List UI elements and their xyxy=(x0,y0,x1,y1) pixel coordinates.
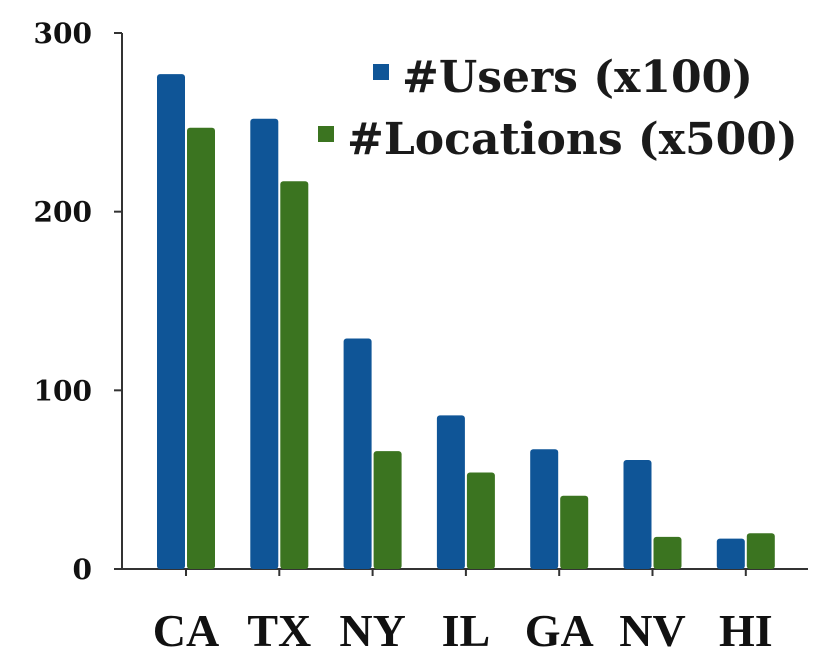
bar-locations-nv xyxy=(653,536,682,569)
bar-users-tx xyxy=(250,118,279,569)
bar-users-nv xyxy=(623,460,652,569)
bars xyxy=(157,74,775,570)
bar-users-ca xyxy=(157,74,185,570)
bar-locations-hi xyxy=(746,533,775,569)
legend-label: #Locations (x500) xyxy=(347,114,798,165)
x-tick-label: TX xyxy=(247,605,311,656)
y-tick-label: 200 xyxy=(34,196,92,229)
bar-users-hi xyxy=(716,538,745,569)
bar-users-ny xyxy=(343,338,372,569)
bar-locations-il xyxy=(466,472,495,569)
y-tick-label: 100 xyxy=(34,374,92,407)
bar-locations-ny xyxy=(373,451,402,569)
y-tick-label: 300 xyxy=(34,17,92,50)
legend-swatch xyxy=(318,126,334,142)
bar-users-il xyxy=(436,415,465,569)
y-tick-label: 0 xyxy=(73,553,92,586)
bar-locations-ga xyxy=(560,495,589,569)
axes: 0 100 200 300 xyxy=(34,17,808,586)
legend: #Users (x100) #Locations (x500) xyxy=(318,52,798,165)
x-tick-label: IL xyxy=(442,605,491,656)
x-tick-label: NV xyxy=(619,605,685,656)
x-tick-label: NY xyxy=(339,605,405,656)
x-tick-label: CA xyxy=(153,605,219,656)
bar-locations-ca xyxy=(187,127,215,570)
bar-users-ga xyxy=(530,449,559,569)
x-axis-labels: CA TX NY IL GA NV HI xyxy=(153,605,773,656)
legend-label: #Users (x100) xyxy=(402,52,753,103)
legend-swatch xyxy=(373,64,389,80)
x-tick-label: HI xyxy=(719,605,773,656)
bar-locations-tx xyxy=(280,181,309,569)
x-tick-label: GA xyxy=(525,605,594,656)
